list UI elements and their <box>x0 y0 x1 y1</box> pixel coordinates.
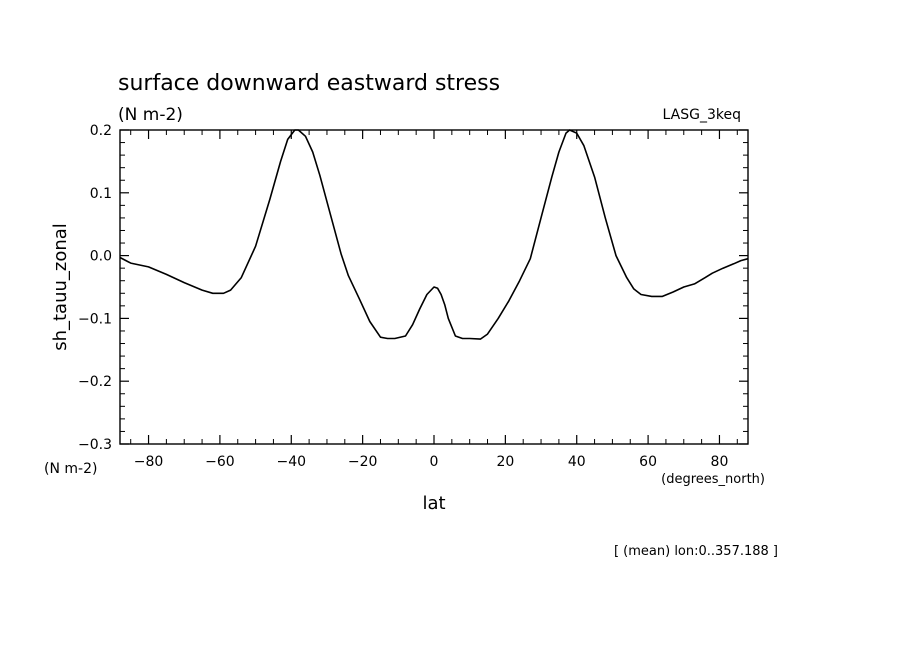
series-line <box>119 129 749 340</box>
x-axis-label: lat <box>422 493 445 514</box>
x-tick-label: −80 <box>134 454 164 470</box>
y-tick-label: 0.0 <box>90 249 112 265</box>
y-tick-labels: −0.3 −0.2 −0.1 0.0 0.1 0.2 <box>78 123 112 453</box>
chart-title: surface downward eastward stress <box>118 71 500 96</box>
y-tick-label: −0.2 <box>78 374 112 390</box>
x-tick-labels: −80 −60 −40 −20 0 20 40 60 80 <box>134 454 729 470</box>
y-tick-label: 0.2 <box>90 123 112 139</box>
x-units-label: (degrees_north) <box>661 472 765 487</box>
x-tick-label: 60 <box>639 454 657 470</box>
y-tick-label: −0.3 <box>78 437 112 453</box>
y-axis-label: sh_tauu_zonal <box>50 223 71 351</box>
axis-ticks <box>120 129 748 445</box>
x-tick-label: 0 <box>430 454 439 470</box>
x-tick-label: −40 <box>276 454 306 470</box>
chart-units: (N m-2) <box>118 105 183 125</box>
x-tick-label: 80 <box>711 454 729 470</box>
footnote: [ (mean) lon:0..357.188 ] <box>614 544 778 559</box>
y-units-label: (N m-2) <box>44 461 97 477</box>
dataset-label: LASG_3keq <box>663 107 741 123</box>
x-tick-label: 40 <box>568 454 586 470</box>
x-tick-label: 20 <box>496 454 514 470</box>
x-tick-label: −60 <box>205 454 235 470</box>
y-tick-label: 0.1 <box>90 186 112 202</box>
y-tick-label: −0.1 <box>78 311 112 327</box>
x-tick-label: −20 <box>348 454 378 470</box>
